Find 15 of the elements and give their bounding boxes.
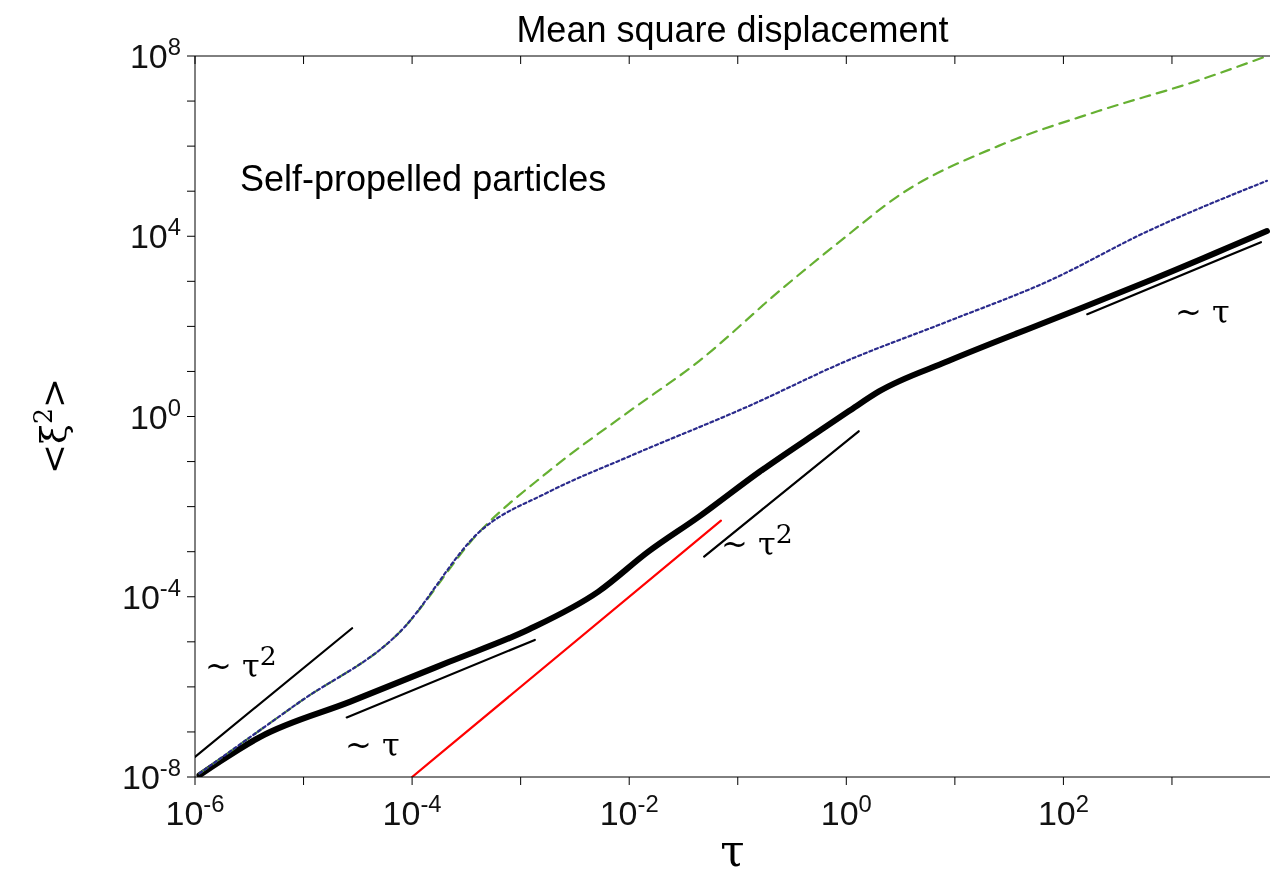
x-tick-label: 10$^{-4}$ (382, 789, 442, 832)
annotation: ~ τ$^{2}$ (205, 640, 277, 685)
x-axis-title: τ (720, 825, 745, 876)
y-tick-label: 10$^{8}$ (129, 32, 181, 75)
y-tick-label: 10$^{0}$ (129, 393, 181, 436)
annotation: ~ τ (345, 726, 400, 764)
annotation: ~ τ$^{2}$ (721, 518, 793, 563)
y-tick-label: 10$^{4}$ (129, 212, 181, 256)
x-tick-label: 10$^{-2}$ (599, 789, 659, 832)
annotation: Self-propelled particles (240, 158, 607, 200)
x-tick-label: 10$^{0}$ (820, 789, 872, 832)
x-tick-label: 10$^{2}$ (1037, 789, 1089, 832)
annotation: ~ τ (1175, 293, 1230, 331)
chart-title: Mean square displacement (515, 9, 950, 50)
y-tick-label: 10$^{-4}$ (122, 573, 181, 616)
